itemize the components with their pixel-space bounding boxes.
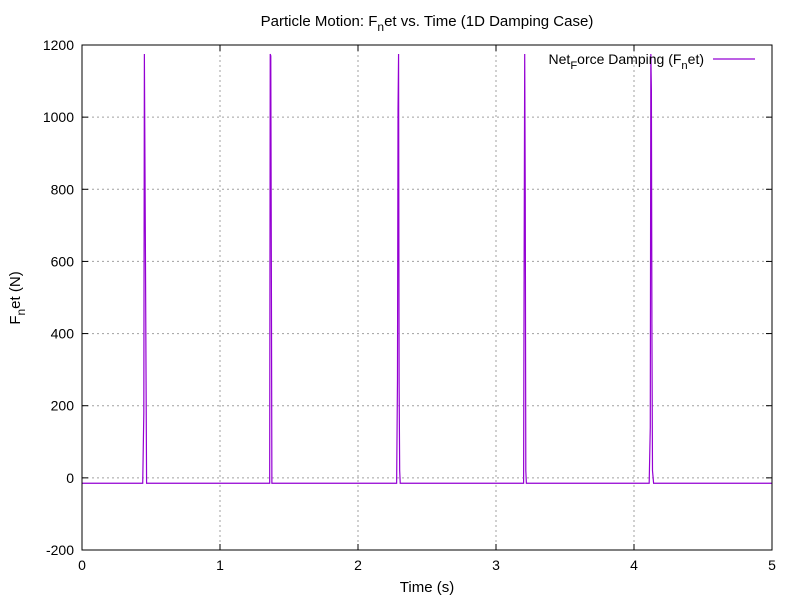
x-tick-label: 3 (492, 557, 500, 573)
grid (82, 45, 772, 550)
x-tick-label: 0 (78, 557, 86, 573)
y-tick-label: -200 (46, 542, 74, 558)
plot-frame (81, 44, 773, 551)
x-tick-label: 5 (768, 557, 776, 573)
legend-label: NetForce Damping (Fnet) (549, 51, 704, 72)
y-tick-label: 800 (51, 181, 75, 197)
y-tick-label: 600 (51, 253, 75, 269)
x-tick-label: 2 (354, 557, 362, 573)
y-tick-label: 1000 (43, 109, 74, 125)
y-tick-label: 400 (51, 326, 75, 342)
chart-title: Particle Motion: Fnet vs. Time (1D Dampi… (261, 13, 594, 34)
series-line (82, 53, 772, 484)
y-axis-title: Fnet (N) (7, 271, 28, 324)
y-tick-label: 200 (51, 398, 75, 414)
x-tick-label: 1 (216, 557, 224, 573)
y-tick-label: 0 (66, 470, 74, 486)
x-tick-label: 4 (630, 557, 638, 573)
ticks (81, 44, 773, 551)
series-layer (82, 53, 772, 484)
y-tick-label: 1200 (43, 37, 74, 53)
x-axis-title: Time (s) (400, 579, 454, 596)
legend: NetForce Damping (Fnet) (549, 51, 755, 72)
